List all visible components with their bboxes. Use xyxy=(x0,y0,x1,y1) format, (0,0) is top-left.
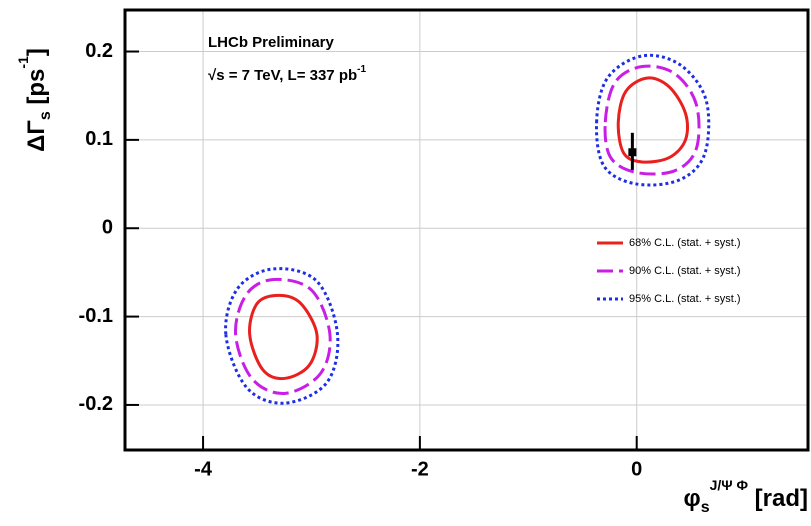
contour-line xyxy=(234,64,701,395)
annotation-text: √s = 7 TeV, L= 337 pb xyxy=(208,67,357,84)
y-tick-label: -0.1 xyxy=(79,305,113,327)
label-part: [rad] xyxy=(748,485,808,512)
annotation-sup: -1 xyxy=(357,64,366,75)
annotation: √s = 7 TeV, L= 337 pb-1 xyxy=(208,64,366,84)
y-tick-label: 0.1 xyxy=(85,128,113,150)
label-part: ] xyxy=(23,48,50,56)
y-tick-label: -0.2 xyxy=(79,393,113,415)
legend-label: 90% C.L. (stat. + syst.) xyxy=(629,265,741,277)
label-part: [ps xyxy=(23,69,50,112)
legend-label: 68% C.L. (stat. + syst.) xyxy=(629,237,741,249)
x-tick-label: -4 xyxy=(194,458,213,480)
x-tick-label: 0 xyxy=(631,458,642,480)
plot-frame xyxy=(123,8,810,452)
contour-line xyxy=(224,53,711,405)
annotation: LHCb Preliminary xyxy=(208,34,335,51)
label-part: s xyxy=(701,499,710,516)
label-part: ΔΓ xyxy=(23,120,50,152)
y-axis-label: ΔΓs [ps-1] xyxy=(15,48,55,152)
y-tick-label: 0.2 xyxy=(85,40,113,62)
label-part: J/Ψ Φ xyxy=(710,477,749,493)
legend-label: 95% C.L. (stat. + syst.) xyxy=(629,293,741,305)
x-axis-label: φsJ/Ψ Φ [rad] xyxy=(684,477,808,517)
y-tick-label: 0 xyxy=(102,217,113,239)
label-part: φ xyxy=(684,485,701,512)
label-part: s xyxy=(37,111,54,120)
label-part: -1 xyxy=(15,56,31,69)
best-fit-point xyxy=(628,148,637,157)
x-tick-label: -2 xyxy=(411,458,429,480)
